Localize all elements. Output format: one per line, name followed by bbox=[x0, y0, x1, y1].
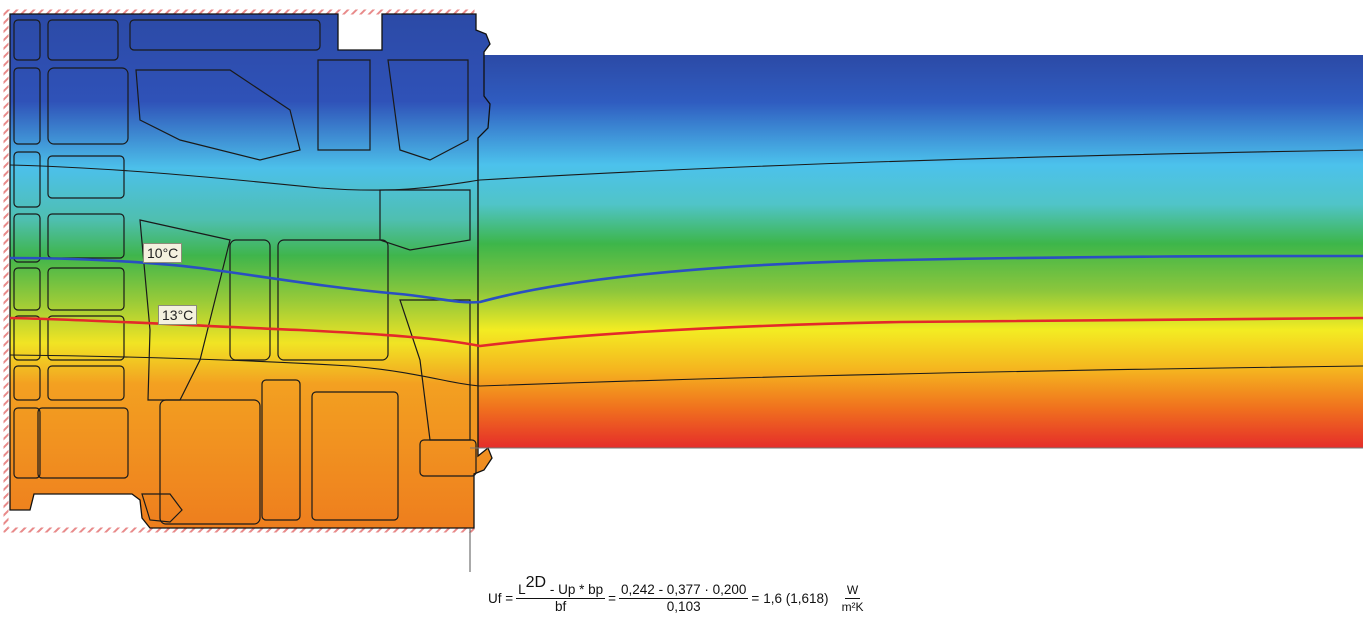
isotherm-upper bbox=[9, 149, 1363, 191]
isotherm-13c-label: 13°C bbox=[158, 305, 198, 325]
formula-fraction-values: 0,242 - 0,377 · 0,200 0,103 bbox=[619, 581, 749, 615]
formula-unit-numerator: W bbox=[844, 582, 861, 599]
formula-unit-denominator: m²K bbox=[841, 599, 864, 614]
isotherm-lower bbox=[9, 354, 1363, 387]
uf-formula: Uf = L2D - Up * bp bf = 0,242 - 0,377 · … bbox=[488, 573, 869, 623]
formula-fraction1-denominator: bf bbox=[555, 598, 567, 614]
formula-result: 1,6 (1,618) bbox=[763, 590, 829, 606]
formula-fraction2-numerator: 0,242 - 0,377 · 0,200 bbox=[619, 581, 749, 599]
isotherm-contours bbox=[9, 149, 1363, 387]
formula-equals-2: = bbox=[751, 590, 760, 606]
isotherm-13c-line bbox=[9, 316, 1363, 348]
formula-lhs: Uf = bbox=[488, 590, 514, 606]
isotherm-10c-label: 10°C bbox=[143, 243, 183, 263]
formula-fraction1-numerator: L2D - Up * bp bbox=[516, 573, 606, 599]
formula-equals-1: = bbox=[608, 590, 617, 606]
glazing-temperature-field bbox=[470, 55, 1363, 448]
formula-unit: W m²K bbox=[840, 582, 866, 615]
frame-profile-chambers bbox=[13, 19, 477, 525]
isotherm-10c-line bbox=[9, 254, 1363, 304]
frame-temperature-field bbox=[9, 13, 493, 529]
formula-fraction2-denominator: 0,103 bbox=[666, 598, 701, 614]
formula-fraction-definition: L2D - Up * bp bf bbox=[516, 573, 606, 615]
